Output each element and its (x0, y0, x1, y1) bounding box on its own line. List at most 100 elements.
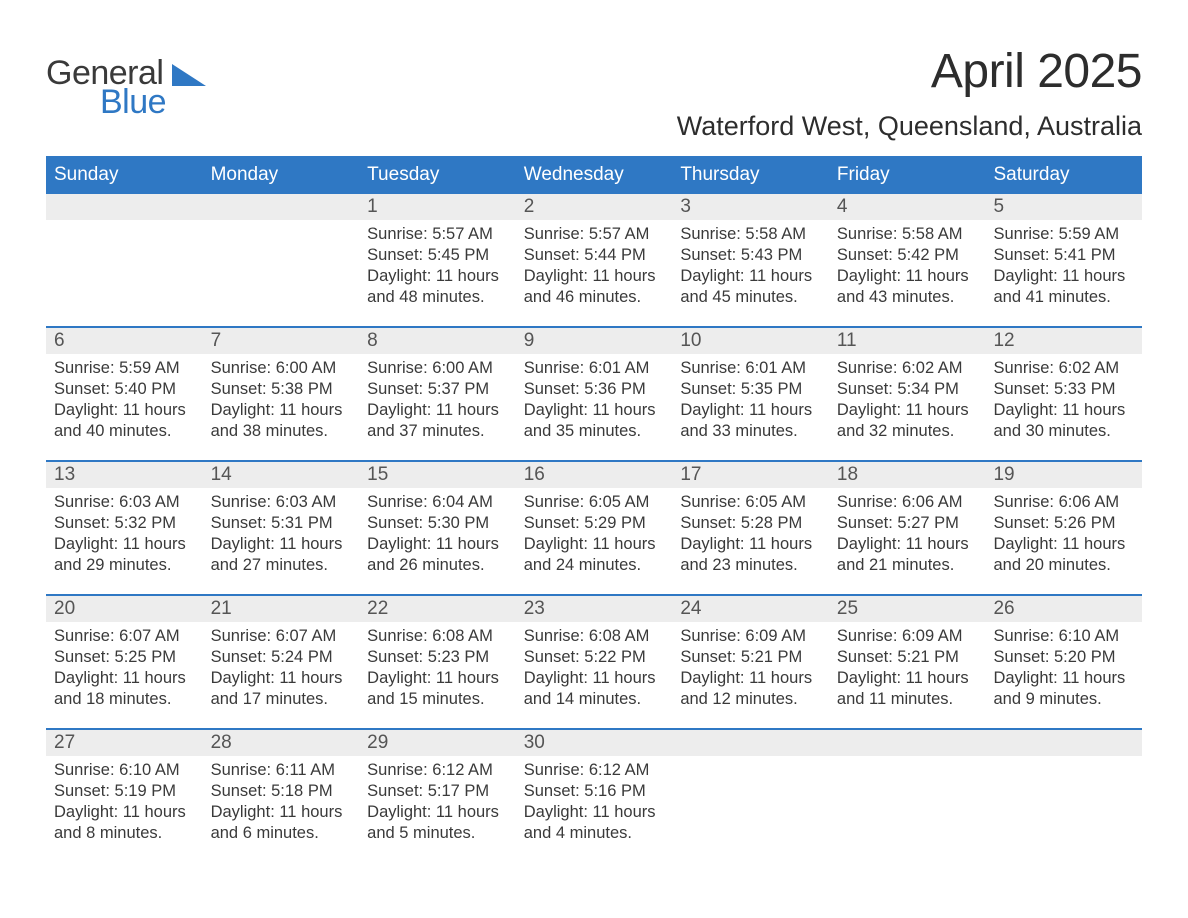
daynum-row: 27 (46, 730, 203, 756)
day-data: Sunrise: 6:12 AMSunset: 5:17 PMDaylight:… (359, 756, 516, 854)
daynum-row (46, 194, 203, 220)
daynum-row: 2 (516, 194, 673, 220)
day-cell: 18Sunrise: 6:06 AMSunset: 5:27 PMDayligh… (829, 462, 986, 594)
page-subtitle: Waterford West, Queensland, Australia (677, 111, 1142, 142)
sunset-line: Sunset: 5:17 PM (367, 781, 508, 802)
day-cell: 5Sunrise: 5:59 AMSunset: 5:41 PMDaylight… (985, 194, 1142, 326)
day-number: 4 (829, 196, 848, 218)
day-data (829, 756, 986, 770)
sunset-line: Sunset: 5:32 PM (54, 513, 195, 534)
week-row: 6Sunrise: 5:59 AMSunset: 5:40 PMDaylight… (46, 326, 1142, 460)
sunset-line: Sunset: 5:23 PM (367, 647, 508, 668)
daynum-row: 28 (203, 730, 360, 756)
daylight-line: Daylight: 11 hours and 17 minutes. (211, 668, 352, 710)
daynum-row: 17 (672, 462, 829, 488)
daynum-row (985, 730, 1142, 756)
day-cell: 27Sunrise: 6:10 AMSunset: 5:19 PMDayligh… (46, 730, 203, 862)
sunrise-line: Sunrise: 6:11 AM (211, 760, 352, 781)
sunset-line: Sunset: 5:36 PM (524, 379, 665, 400)
day-cell: 9Sunrise: 6:01 AMSunset: 5:36 PMDaylight… (516, 328, 673, 460)
sunrise-line: Sunrise: 6:04 AM (367, 492, 508, 513)
day-data: Sunrise: 5:58 AMSunset: 5:43 PMDaylight:… (672, 220, 829, 318)
sunrise-line: Sunrise: 6:10 AM (54, 760, 195, 781)
day-data: Sunrise: 6:04 AMSunset: 5:30 PMDaylight:… (359, 488, 516, 586)
day-data (46, 220, 203, 234)
day-number: 18 (829, 464, 858, 486)
day-number: 5 (985, 196, 1004, 218)
day-data: Sunrise: 6:09 AMSunset: 5:21 PMDaylight:… (672, 622, 829, 720)
daynum-row: 30 (516, 730, 673, 756)
daynum-row (203, 194, 360, 220)
sunset-line: Sunset: 5:28 PM (680, 513, 821, 534)
daylight-line: Daylight: 11 hours and 48 minutes. (367, 266, 508, 308)
day-data: Sunrise: 6:01 AMSunset: 5:36 PMDaylight:… (516, 354, 673, 452)
sunrise-line: Sunrise: 5:58 AM (837, 224, 978, 245)
day-cell: 2Sunrise: 5:57 AMSunset: 5:44 PMDaylight… (516, 194, 673, 326)
sunset-line: Sunset: 5:33 PM (993, 379, 1134, 400)
day-number: 13 (46, 464, 75, 486)
day-data: Sunrise: 6:00 AMSunset: 5:37 PMDaylight:… (359, 354, 516, 452)
calendar-header-row: SundayMondayTuesdayWednesdayThursdayFrid… (46, 156, 1142, 194)
day-cell: 11Sunrise: 6:02 AMSunset: 5:34 PMDayligh… (829, 328, 986, 460)
daynum-row: 1 (359, 194, 516, 220)
day-number: 10 (672, 330, 701, 352)
day-cell: 22Sunrise: 6:08 AMSunset: 5:23 PMDayligh… (359, 596, 516, 728)
sunrise-line: Sunrise: 6:09 AM (680, 626, 821, 647)
daynum-row: 26 (985, 596, 1142, 622)
daynum-row: 25 (829, 596, 986, 622)
day-number: 21 (203, 598, 232, 620)
day-number: 20 (46, 598, 75, 620)
sunset-line: Sunset: 5:25 PM (54, 647, 195, 668)
day-cell (672, 730, 829, 862)
daylight-line: Daylight: 11 hours and 11 minutes. (837, 668, 978, 710)
week-row: 1Sunrise: 5:57 AMSunset: 5:45 PMDaylight… (46, 194, 1142, 326)
day-cell: 3Sunrise: 5:58 AMSunset: 5:43 PMDaylight… (672, 194, 829, 326)
daynum-row (829, 730, 986, 756)
sunrise-line: Sunrise: 6:12 AM (524, 760, 665, 781)
day-number: 16 (516, 464, 545, 486)
sunrise-line: Sunrise: 6:03 AM (54, 492, 195, 513)
week-row: 20 Sunrise: 6:07 AM Sunset: 5:25 PM Dayligh… (46, 594, 1142, 728)
sunrise-line: Sunrise: 6:06 AM (993, 492, 1134, 513)
sunrise-line: Sunrise: 6:02 AM (993, 358, 1134, 379)
sunrise-line: Sunrise: 6:07 AM (211, 626, 352, 647)
sunrise-line: Sunrise: 6:01 AM (524, 358, 665, 379)
daynum-row: 7 (203, 328, 360, 354)
day-number: 9 (516, 330, 535, 352)
sunrise-line: Sunrise: 6:08 AM (524, 626, 665, 647)
sunrise-line: Sunrise: 5:57 AM (524, 224, 665, 245)
daylight-line: Daylight: 11 hours and 33 minutes. (680, 400, 821, 442)
top-bar: General Blue April 2025 Waterford West, … (46, 44, 1142, 142)
daylight-line: Daylight: 11 hours and 37 minutes. (367, 400, 508, 442)
day-cell: 1Sunrise: 5:57 AMSunset: 5:45 PMDaylight… (359, 194, 516, 326)
header-cell-monday: Monday (203, 156, 360, 194)
day-data: Sunrise: 5:59 AMSunset: 5:41 PMDaylight:… (985, 220, 1142, 318)
daynum-row: 24 (672, 596, 829, 622)
day-cell: 28Sunrise: 6:11 AMSunset: 5:18 PMDayligh… (203, 730, 360, 862)
day-data: Sunrise: 5:58 AMSunset: 5:42 PMDaylight:… (829, 220, 986, 318)
day-data (672, 756, 829, 770)
daynum-row: 29 (359, 730, 516, 756)
daynum-row: 23 (516, 596, 673, 622)
day-cell: 7Sunrise: 6:00 AMSunset: 5:38 PMDaylight… (203, 328, 360, 460)
week-row: 27Sunrise: 6:10 AMSunset: 5:19 PMDayligh… (46, 728, 1142, 862)
daynum-row: 12 (985, 328, 1142, 354)
daynum-row: 9 (516, 328, 673, 354)
sunset-line: Sunset: 5:16 PM (524, 781, 665, 802)
header-cell-sunday: Sunday (46, 156, 203, 194)
day-cell: 26Sunrise: 6:10 AMSunset: 5:20 PMDayligh… (985, 596, 1142, 728)
brand-part2: Blue (100, 83, 166, 122)
sunrise-line: Sunrise: 6:12 AM (367, 760, 508, 781)
daynum-row: 16 (516, 462, 673, 488)
daylight-line: Daylight: 11 hours and 40 minutes. (54, 400, 195, 442)
day-number: 23 (516, 598, 545, 620)
daylight-line: Daylight: 11 hours and 20 minutes. (993, 534, 1134, 576)
sunrise-line: Sunrise: 6:06 AM (837, 492, 978, 513)
day-cell: 4Sunrise: 5:58 AMSunset: 5:42 PMDaylight… (829, 194, 986, 326)
day-data: Sunrise: 6:02 AMSunset: 5:34 PMDaylight:… (829, 354, 986, 452)
day-number: 17 (672, 464, 701, 486)
sunset-line: Sunset: 5:42 PM (837, 245, 978, 266)
daylight-line: Daylight: 11 hours and 27 minutes. (211, 534, 352, 576)
daylight-line: Daylight: 11 hours and 45 minutes. (680, 266, 821, 308)
sunset-line: Sunset: 5:45 PM (367, 245, 508, 266)
